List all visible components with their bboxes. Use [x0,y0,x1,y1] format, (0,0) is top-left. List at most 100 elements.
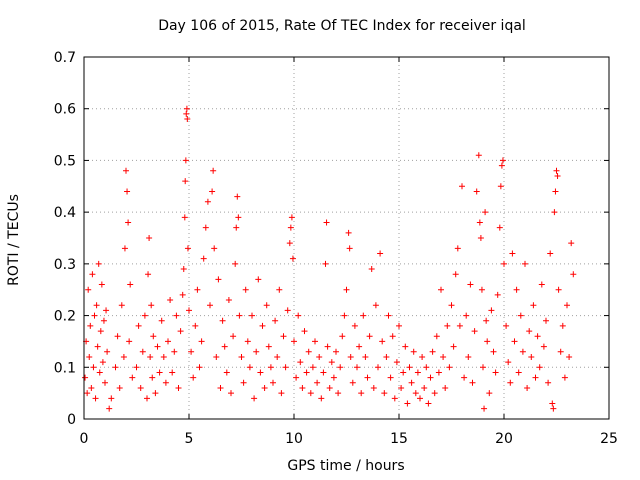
data-point [335,390,342,397]
data-point [341,312,348,319]
data-point [200,255,207,262]
data-point [398,384,405,391]
data-point [89,271,96,278]
data-point [210,167,217,174]
data-point [381,390,388,397]
data-point [469,379,476,386]
data-point [230,333,237,340]
axis-ticks [83,56,610,420]
plot-frame [83,56,610,420]
data-point [410,348,417,355]
data-point [461,374,468,381]
y-tick-label: 0.7 [54,50,76,66]
data-point [253,348,260,355]
data-point [478,286,485,293]
y-tick-label: 0.5 [54,153,76,169]
data-point [425,400,432,407]
x-tick-label: 25 [600,431,618,447]
y-tick-label: 0 [67,412,76,428]
x-tick-labels: 0 5 10 15 20 25 [80,431,618,447]
data-point [481,405,488,412]
data-point [179,291,186,298]
data-point [238,353,245,360]
data-point [297,359,304,366]
data-point [552,188,559,195]
data-point [320,369,327,376]
data-point [186,307,192,314]
data-point [471,328,478,335]
data-point [244,338,251,345]
data-point [211,245,218,252]
data-point [364,374,371,381]
data-point [444,322,451,329]
data-point [391,395,398,402]
data-point [522,260,528,267]
data-point [272,317,279,324]
data-point [312,338,318,345]
data-point [505,359,512,366]
data-point [456,322,463,329]
data-point [86,353,93,360]
data-point [307,390,314,397]
data-point [333,348,339,355]
data-point [494,291,501,298]
data-point [452,271,459,278]
data-point [98,281,105,288]
data-point [286,240,293,247]
data-point [233,224,240,231]
x-axis-label: GPS time / hours [287,458,404,474]
data-point [207,302,213,309]
data-point [377,250,384,257]
data-point [483,317,490,324]
data-point [150,333,157,340]
data-point [498,162,505,169]
data-point [261,384,268,391]
data-point [476,219,483,226]
data-point [108,395,115,402]
data-point [202,224,209,231]
data-point [511,338,518,345]
data-point [126,338,133,345]
data-point [564,302,570,309]
data-point [182,157,189,164]
data-point [196,364,203,371]
data-point [141,312,148,319]
data-point [383,353,390,360]
data-point [465,353,472,360]
x-tick-label: 0 [80,431,89,447]
data-point [175,384,182,391]
data-point [267,364,274,371]
data-point [236,312,243,319]
data-point [265,343,272,350]
data-point [171,348,178,355]
data-point [156,369,163,376]
data-point [360,312,367,319]
data-point [182,178,189,185]
x-tick-label: 10 [285,431,303,447]
data-point [137,384,144,391]
data-point [291,338,297,345]
data-point [284,307,291,314]
data-point [433,333,440,340]
data-point [570,271,577,278]
data-point [145,271,152,278]
data-point [120,353,127,360]
y-tick-label: 0.6 [54,102,76,118]
data-point [423,364,430,371]
data-point [345,229,352,236]
data-point [87,322,94,329]
data-point [314,379,321,386]
y-tick-label: 0.1 [54,360,76,376]
data-point [419,353,426,360]
data-point [95,260,102,267]
data-point [235,214,242,221]
data-point [414,369,421,376]
data-point [358,390,365,397]
data-point [547,250,554,257]
data-point [528,353,535,360]
data-point [259,322,266,329]
data-point [473,188,480,195]
data-point [181,214,188,221]
data-point [225,297,232,304]
